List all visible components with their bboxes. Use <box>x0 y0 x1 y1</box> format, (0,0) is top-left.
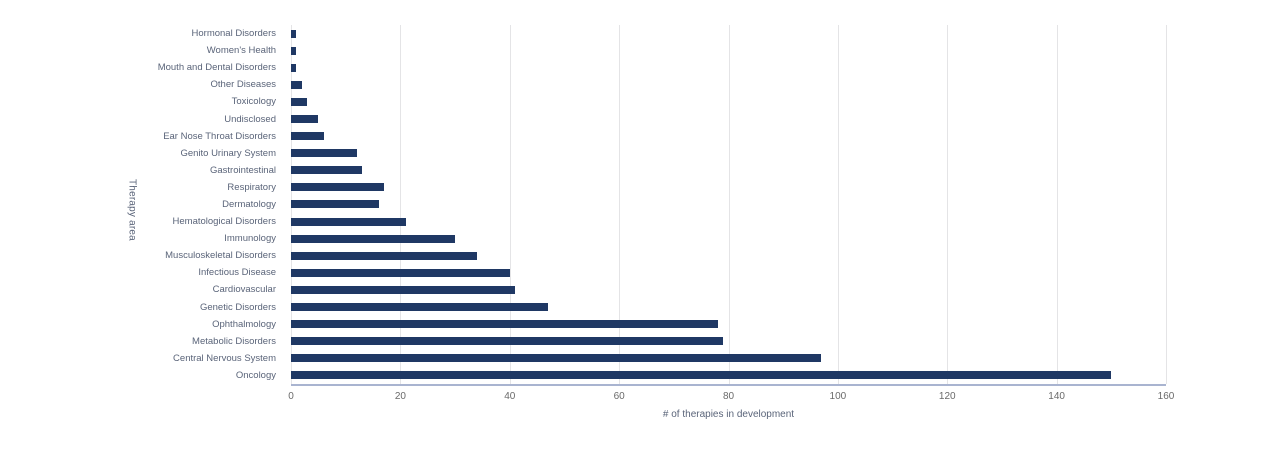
bar <box>291 234 456 243</box>
x-tick-label: 140 <box>1048 391 1065 402</box>
category-label: Other Diseases <box>210 79 276 91</box>
category-label: Central Nervous System <box>173 352 276 364</box>
x-tick-label: 40 <box>504 391 516 402</box>
category-label: Women's Health <box>206 45 276 57</box>
category-label: Genetic Disorders <box>199 301 276 313</box>
plot-area <box>291 25 1167 386</box>
category-label: Genito Urinary System <box>180 147 276 159</box>
x-tick-label: 100 <box>829 391 847 402</box>
category-label: Infectious Disease <box>198 267 276 279</box>
category-label: Gastrointestinal <box>209 164 276 176</box>
bar-row <box>291 25 1166 42</box>
bar-row <box>291 247 1166 264</box>
category-label: Undisclosed <box>224 113 276 125</box>
x-tick-label: 20 <box>394 391 406 402</box>
category-label: Ear Nose Throat Disorders <box>163 130 276 142</box>
bar-row <box>291 128 1166 145</box>
bar-row <box>291 110 1166 127</box>
category-label: Oncology <box>235 369 276 381</box>
bar-row <box>291 316 1166 333</box>
y-axis-title: Therapy area <box>126 179 138 241</box>
gridline <box>1166 25 1167 384</box>
bar-series <box>291 25 1166 384</box>
bar <box>291 354 822 363</box>
x-tick-label: 60 <box>613 391 625 402</box>
category-label: Ophthalmology <box>212 318 276 330</box>
bar-row <box>291 299 1166 316</box>
bar-row <box>291 145 1166 162</box>
bar <box>291 166 363 175</box>
bar-row <box>291 230 1166 247</box>
category-label: Toxicology <box>231 96 276 108</box>
bar <box>291 337 724 346</box>
x-axis-tick-labels: 0 20 40 60 80 100 120 140 160 <box>288 391 1174 405</box>
category-label: Hematological Disorders <box>172 216 276 228</box>
bar <box>291 303 549 312</box>
bar <box>291 268 510 277</box>
bar-row <box>291 333 1166 350</box>
category-label: Hormonal Disorders <box>191 28 276 40</box>
bar-row <box>291 281 1166 298</box>
bar <box>291 200 379 209</box>
category-label: Respiratory <box>227 181 276 193</box>
bar <box>291 371 1112 380</box>
category-label: Immunology <box>224 233 276 245</box>
bar-row <box>291 42 1166 59</box>
bar-row <box>291 196 1166 213</box>
bar <box>291 97 308 106</box>
x-tick-label: 160 <box>1157 391 1175 402</box>
bar <box>291 251 477 260</box>
bar <box>291 132 324 141</box>
category-label: Dermatology <box>222 198 276 210</box>
x-tick-label: 120 <box>938 391 956 402</box>
bar <box>291 149 357 158</box>
x-axis-title: # of therapies in development <box>662 409 795 420</box>
bar <box>291 320 718 329</box>
x-tick-label: 0 <box>288 391 294 402</box>
category-axis-labels: Hormonal Disorders Women's Health Mouth an… <box>0 25 283 384</box>
bar-row <box>291 93 1166 110</box>
gridline <box>400 25 402 384</box>
bar <box>291 217 406 226</box>
category-label: Cardiovascular <box>212 284 276 296</box>
category-label: Metabolic Disorders <box>192 335 276 347</box>
bar-row <box>291 350 1166 367</box>
gridline <box>728 25 730 384</box>
bar <box>291 29 297 38</box>
gridline <box>837 25 839 384</box>
gridline <box>619 25 621 384</box>
bar-row <box>291 76 1166 93</box>
bar <box>291 46 297 55</box>
bar-row <box>291 179 1166 196</box>
gridline <box>947 25 949 384</box>
bar-row <box>291 367 1166 384</box>
bar <box>291 63 297 72</box>
bar <box>291 285 516 294</box>
bar <box>291 183 384 192</box>
gridline <box>1056 25 1058 384</box>
x-tick-label: 80 <box>722 391 735 402</box>
bar-row <box>291 264 1166 281</box>
bar <box>291 115 319 124</box>
gridline <box>509 25 511 384</box>
bar-row <box>291 59 1166 76</box>
bar-row <box>291 213 1166 230</box>
category-label: Musculoskeletal Disorders <box>165 250 276 262</box>
bar-row <box>291 162 1166 179</box>
category-label: Mouth and Dental Disorders <box>157 62 276 74</box>
bar <box>291 80 302 89</box>
